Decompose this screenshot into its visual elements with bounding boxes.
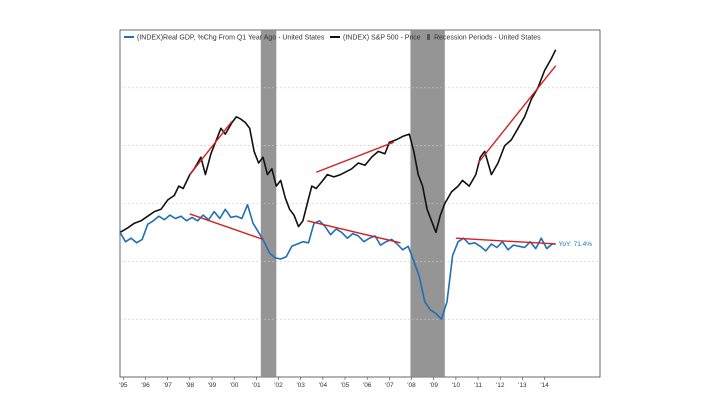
x-tick-label: '96 (141, 382, 150, 389)
trend-line-5 (307, 220, 401, 244)
x-tick-label: '10 (452, 382, 461, 389)
x-tick-label: '13 (518, 382, 527, 389)
x-tick-label: '05 (341, 382, 350, 389)
x-tick-label: '95 (119, 382, 128, 389)
x-tick-label: '03 (296, 382, 305, 389)
legend-gdp-label: (INDEX)Real GDP, %Chg From Q1 Year Ago -… (137, 35, 325, 42)
x-tick-label: '99 (208, 382, 217, 389)
trend-line-3 (477, 65, 557, 164)
legend-sp500-label: (INDEX) S&P 500 - Price (343, 35, 421, 42)
x-tick-label: '14 (540, 382, 549, 389)
trend-line-2 (315, 141, 395, 173)
gdp-line (119, 203, 556, 321)
trend-line-6 (455, 237, 556, 245)
x-tick-label: '11 (474, 382, 482, 389)
trend-lines (189, 65, 557, 245)
x-tick-label: '06 (363, 382, 372, 389)
x-tick-label: '08 (407, 382, 416, 389)
legend-recession-label: Recession Periods - United States (434, 35, 541, 42)
x-tick-label: '98 (186, 382, 195, 389)
x-tick-label: '01 (252, 382, 261, 389)
x-tick-label: '04 (319, 382, 328, 389)
legend-recession-swatch (427, 34, 430, 40)
x-tick-label: '97 (163, 382, 172, 389)
gridlines (120, 87, 600, 320)
x-tick-label: '02 (274, 382, 283, 389)
x-tick-label: '07 (385, 382, 394, 389)
x-tick-label: '00 (230, 382, 239, 389)
x-axis-ticks: '95 '96 '97 '98 '99 '00 '01 '02 '03 '04 '05 '06 '07 '… (119, 377, 549, 389)
x-tick-label: '12 (496, 382, 505, 389)
yoy-end-label: YoY: 71.4% (559, 241, 593, 248)
legend: (INDEX)Real GDP, %Chg From Q1 Year Ago -… (124, 34, 541, 42)
trend-line-1 (189, 120, 233, 176)
trend-line-4 (189, 213, 264, 241)
x-tick-label: '09 (429, 382, 438, 389)
recession-band-2 (410, 30, 445, 377)
